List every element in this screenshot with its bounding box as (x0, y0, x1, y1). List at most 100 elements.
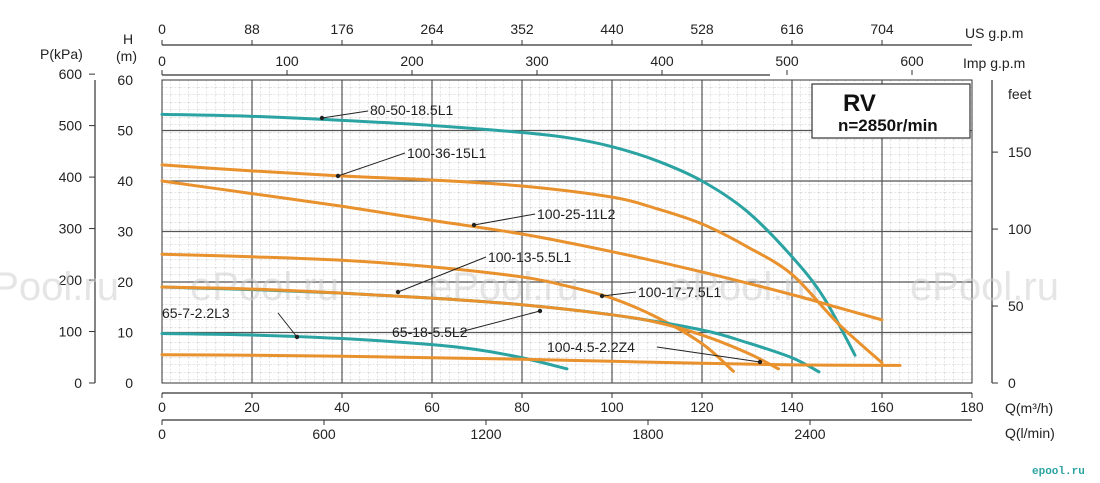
curve-label: 100-17-7.5L1 (638, 284, 722, 300)
leader-dot (335, 173, 341, 179)
curve-label: 100-13-5.5L1 (488, 249, 572, 265)
epool-logo: epool.ru (1032, 466, 1085, 478)
head-axis-label-top: H (123, 31, 133, 47)
us-tick-label: 264 (420, 21, 444, 37)
leader-dot (757, 359, 763, 365)
imp-tick-label: 200 (400, 53, 424, 69)
pressure-axis-label: P(kPa) (40, 46, 83, 62)
pressure-axis-ticks: 0 100 200 300 400 500 600 (59, 66, 95, 391)
feet-tick-label: 100 (1008, 221, 1032, 237)
head-tick-label: 0 (125, 375, 133, 391)
lmin-tick-label: 600 (312, 426, 336, 442)
feet-tick-label: 150 (1008, 144, 1032, 160)
q-tick-label: 180 (960, 399, 984, 415)
q-m3h-label: Q(m³/h) (1005, 400, 1053, 416)
imp-tick-label: 300 (525, 53, 549, 69)
pressure-tick-label: 600 (59, 66, 83, 82)
leader-line (473, 213, 536, 226)
lmin-tick-label: 1800 (632, 426, 663, 442)
feet-axis-label: feet (1008, 86, 1031, 102)
head-tick-label: 10 (117, 325, 133, 341)
watermark-5: ePool.ru (910, 265, 1059, 309)
leader-dot (395, 289, 401, 295)
lmin-tick-label: 1200 (470, 426, 501, 442)
leader-line (656, 346, 761, 363)
head-tick-label: 30 (117, 224, 133, 240)
leader-dot (319, 115, 325, 121)
head-tick-label: 60 (117, 72, 133, 88)
feet-axis-ticks: 0 50 100 150 (992, 144, 1032, 391)
q-tick-label: 120 (690, 399, 714, 415)
q-lmin-label: Q(l/min) (1005, 425, 1055, 441)
pressure-tick-label: 400 (59, 169, 83, 185)
imp-tick-label: 500 (775, 53, 799, 69)
q-tick-label: 160 (870, 399, 894, 415)
us-tick-label: 88 (244, 21, 260, 37)
q-tick-label: 80 (514, 399, 530, 415)
q-tick-label: 100 (600, 399, 624, 415)
curve-label: 100-4.5-2.2Z4 (547, 339, 635, 355)
us-tick-label: 704 (870, 21, 894, 37)
lmin-tick-label: 0 (158, 426, 166, 442)
pressure-tick-label: 300 (59, 221, 83, 237)
us-tick-label: 0 (158, 21, 166, 37)
leader-line (397, 256, 487, 293)
pressure-tick-label: 200 (59, 272, 83, 288)
us-tick-label: 616 (780, 21, 804, 37)
curve-label: 100-25-11L2 (537, 206, 616, 222)
q-tick-label: 40 (334, 399, 350, 415)
q-m3h-ticks: 0 20 40 60 80 100 120 140 160 180 (158, 393, 984, 415)
curve-label: 65-7-2.2L3 (162, 305, 230, 321)
imp-tick-label: 600 (900, 53, 924, 69)
leader-dot (294, 334, 300, 340)
curve-labels: 80-50-18.5L1 100-36-15L1 100-25-11L2 100-13… (162, 102, 763, 365)
title-box (811, 83, 971, 139)
watermarks: ePool.ru ePool.ru ePool.ru ePool.ru ePoo… (0, 265, 1059, 309)
watermark-1: ePool.ru (0, 265, 119, 309)
curve-100-4.5-2.2Z4 (160, 353, 902, 367)
curve-65-18-5.5L2 (160, 285, 780, 371)
head-tick-label: 40 (117, 173, 133, 189)
curve-65-7-2.2L3 (160, 332, 569, 371)
leader-line (321, 110, 369, 119)
pressure-tick-label: 0 (74, 375, 82, 391)
curve-label: 100-36-15L1 (407, 145, 487, 161)
watermark-3: ePool.ru (430, 265, 579, 309)
feet-tick-label: 50 (1008, 298, 1024, 314)
pressure-tick-label: 500 (59, 118, 83, 134)
chart-title: RV (843, 90, 876, 117)
q-lmin-ticks: 0 600 1200 1800 2400 (158, 420, 826, 442)
curve-label: 80-50-18.5L1 (370, 102, 454, 118)
curve-100-25-11L2 (160, 179, 884, 322)
curve-100-36-15L1 (160, 163, 884, 365)
leader-line (277, 312, 298, 338)
leader-line (459, 310, 541, 333)
imp-tick-label: 0 (158, 53, 166, 69)
curve-80-50-18.5L1 (160, 112, 857, 357)
q-tick-label: 140 (780, 399, 804, 415)
chart-subtitle: n=2850r/min (838, 116, 938, 135)
watermark-4: ePool.ru (670, 265, 819, 309)
leader-line (337, 152, 406, 177)
us-tick-label: 440 (600, 21, 624, 37)
pump-curves (160, 112, 902, 374)
leader-dot (599, 293, 605, 299)
pressure-tick-label: 100 (59, 324, 83, 340)
leader-line (601, 291, 637, 297)
head-tick-label: 20 (117, 274, 133, 290)
us-tick-label: 352 (510, 21, 534, 37)
imp-gpm-label: Imp g.p.m (963, 55, 1025, 71)
major-gridlines (162, 80, 972, 383)
head-axis-label-bottom: (m) (116, 48, 137, 64)
feet-tick-label: 0 (1008, 375, 1016, 391)
q-tick-label: 0 (158, 399, 166, 415)
us-gpm-label: US g.p.m (965, 25, 1023, 41)
head-axis-ticks: 0 10 20 30 40 50 60 (117, 72, 133, 391)
q-tick-label: 60 (424, 399, 440, 415)
curve-label: 65-18-5.5L2 (392, 324, 468, 340)
lmin-tick-label: 2400 (794, 426, 825, 442)
head-tick-label: 50 (117, 123, 133, 139)
us-gpm-ticks: 0 88 176 264 352 440 528 616 704 (158, 21, 894, 45)
leader-dot (537, 308, 543, 314)
